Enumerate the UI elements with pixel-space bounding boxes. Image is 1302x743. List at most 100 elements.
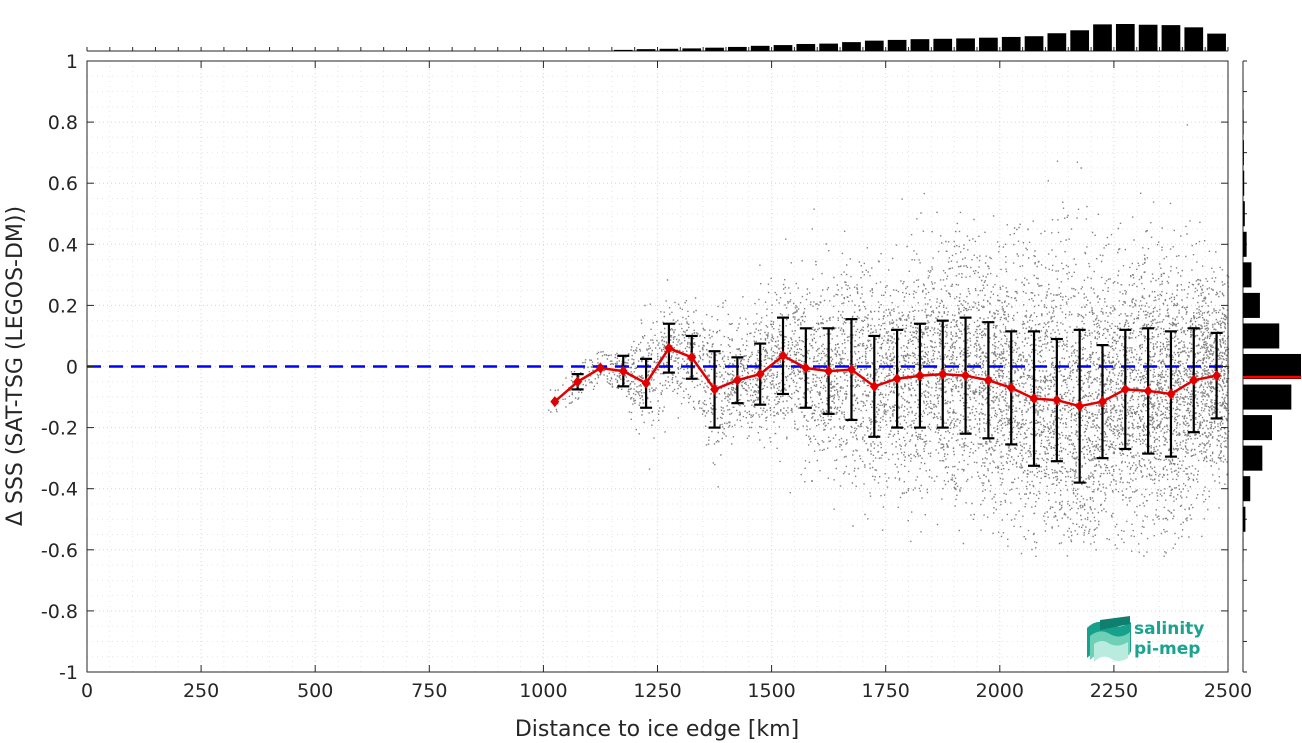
top-hist-bar (910, 39, 930, 51)
top-hist-bar (1115, 24, 1135, 51)
top-hist-bar (796, 43, 816, 51)
mean-point (573, 376, 583, 388)
right-hist-bar (1243, 476, 1251, 502)
mean-point (710, 383, 720, 395)
right-hist-bar (1243, 384, 1292, 410)
top-hist-bar (933, 38, 953, 51)
mean-point (550, 396, 560, 408)
mean-point (938, 368, 948, 380)
mean-point (892, 373, 902, 385)
y-tick-label: -0.4 (41, 479, 78, 501)
mean-line (553, 346, 1217, 408)
x-tick-label: 500 (297, 680, 333, 702)
top-hist-bar (979, 37, 998, 51)
top-hist-bar (1138, 24, 1158, 51)
right-hist-bar (1243, 109, 1244, 135)
mean-point (961, 370, 971, 382)
scatter-cloud (548, 124, 1230, 557)
top-hist-bar (750, 45, 770, 51)
x-tick-label: 0 (81, 680, 93, 702)
x-tick-labels: 0 250 500 750 1000 1250 1500 1750 2000 2250 2500 (81, 680, 1252, 702)
right-hist-bar (1243, 231, 1247, 257)
y-tick-label: -0.6 (41, 540, 78, 562)
right-hist-bar (1243, 262, 1252, 288)
mean-point (1143, 385, 1153, 397)
y-tick-label: 0.6 (48, 173, 78, 195)
x-tick-label: 1750 (862, 680, 910, 702)
y-tick-label: 0 (66, 357, 78, 379)
top-hist-bar (1001, 36, 1021, 51)
x-tick-label: 2250 (1090, 680, 1138, 702)
y-tick-label: 0.4 (48, 234, 78, 256)
x-axis-label: Distance to ice edge [km] (515, 717, 799, 742)
x-tick-label: 2500 (1204, 680, 1252, 702)
right-histogram (1242, 60, 1301, 673)
top-hist-bar (728, 46, 747, 51)
mean-series (550, 342, 1222, 412)
top-hist-bar (1207, 33, 1226, 51)
mean-point (869, 380, 879, 392)
y-tick-label: 0.2 (48, 295, 78, 317)
x-tick-label: 2000 (976, 680, 1024, 702)
y-tick-label: -0.8 (41, 601, 78, 623)
y-tick-label: -0.2 (41, 418, 78, 440)
x-tick-label: 1500 (747, 680, 795, 702)
x-tick-label: 750 (411, 680, 447, 702)
top-hist-bar (773, 45, 793, 51)
y-tick-label: -1 (59, 662, 78, 684)
top-hist-bar (956, 38, 975, 51)
y-tick-label: 1 (66, 51, 78, 73)
top-hist-bar (842, 42, 861, 51)
mean-point (1120, 383, 1130, 395)
mean-point (732, 374, 742, 386)
right-hist-bar (1243, 506, 1246, 532)
mean-point (618, 365, 628, 377)
mean-point (1097, 396, 1107, 408)
mean-point (846, 364, 856, 376)
mean-point (687, 351, 697, 363)
right-hist-bar (1243, 323, 1280, 349)
top-histogram (86, 24, 1229, 52)
mean-point (1189, 374, 1199, 386)
right-hist-bar (1243, 140, 1244, 166)
logo-line-2: pi-mep (1134, 639, 1200, 659)
top-hist-bar (887, 39, 907, 51)
mean-point (778, 350, 788, 362)
mean-point (824, 365, 834, 377)
y-tick-labels: -1 -0.8 -0.6 -0.4 -0.2 0 0.2 0.4 0.6 0.8 1 (41, 51, 78, 684)
right-hist-bar (1243, 445, 1263, 471)
axis-ticks (86, 60, 1229, 673)
right-hist-bar (1243, 201, 1245, 227)
top-hist-bar (1161, 25, 1181, 51)
top-hist-bar (659, 48, 679, 51)
top-hist-bar (1047, 33, 1067, 51)
y-axis-label: Δ SSS (SAT-TSG (LEGOS-DM)) (3, 206, 28, 526)
x-tick-label: 250 (183, 680, 219, 702)
mean-point (1075, 400, 1085, 412)
top-hist-bar (705, 47, 724, 51)
mean-point (664, 342, 674, 354)
right-hist-bar (1243, 353, 1301, 380)
scatter-points (548, 124, 1230, 557)
mean-point (641, 377, 651, 389)
mean-point (1029, 393, 1039, 405)
mean-point (1052, 394, 1062, 406)
top-hist-bar (1184, 27, 1204, 51)
salinity-pimep-logo: salinity pi-mep (1087, 616, 1204, 662)
x-tick-label: 1250 (633, 680, 681, 702)
mean-point (755, 368, 765, 380)
x-tick-label: 1000 (519, 680, 567, 702)
logo-line-1: salinity (1134, 619, 1204, 639)
top-hist-bar (682, 48, 702, 51)
right-hist-bar (1243, 292, 1260, 318)
mean-point (915, 370, 925, 382)
top-hist-bar (613, 49, 633, 51)
mean-point (1006, 382, 1016, 394)
mean-point (801, 362, 811, 374)
top-hist-bar (1093, 24, 1112, 51)
mean-point (595, 362, 605, 374)
mean-point (983, 374, 993, 386)
right-hist-bar (1243, 170, 1245, 196)
right-hist-bar (1243, 415, 1272, 441)
